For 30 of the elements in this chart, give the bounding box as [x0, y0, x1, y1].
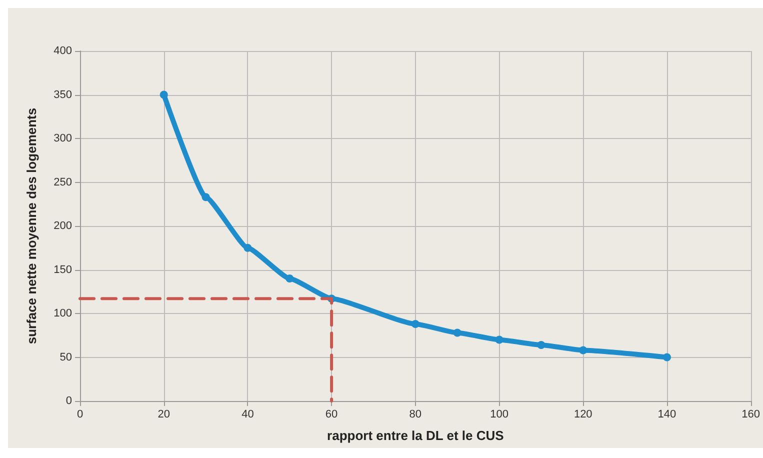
y-tick-label: 0	[66, 395, 72, 407]
y-axis-title: surface nette moyenne des logements	[24, 108, 39, 344]
x-tick-label: 0	[76, 408, 84, 420]
y-tick-label: 150	[54, 264, 72, 276]
x-tick-label: 120	[574, 408, 592, 420]
point	[453, 328, 462, 337]
x-tick-label: 60	[325, 408, 338, 420]
point	[495, 336, 504, 344]
y-tick-label: 300	[54, 132, 72, 144]
y-tick-label: 250	[54, 176, 72, 188]
x-tick-label: 140	[658, 408, 676, 420]
y-tick-label: 400	[54, 45, 72, 57]
y-tick-label: 50	[60, 351, 72, 364]
x-tick-label: 80	[409, 408, 422, 420]
point	[662, 353, 671, 362]
y-tick-label: 100	[54, 308, 72, 320]
y-tick-label: 350	[54, 88, 72, 101]
x-tick-label: 20	[158, 408, 170, 420]
x-axis-title: rapport entre la DL et le CUS	[327, 428, 504, 443]
point	[202, 193, 210, 202]
x-tick-label: 160	[742, 408, 760, 420]
x-tick-label: 100	[490, 408, 508, 420]
point	[411, 320, 420, 328]
x-tick-label: 40	[242, 408, 254, 420]
point	[244, 244, 252, 252]
point	[160, 90, 168, 99]
point	[579, 346, 588, 354]
point	[286, 274, 294, 282]
y-tick-label: 200	[54, 220, 72, 232]
point	[537, 341, 546, 349]
